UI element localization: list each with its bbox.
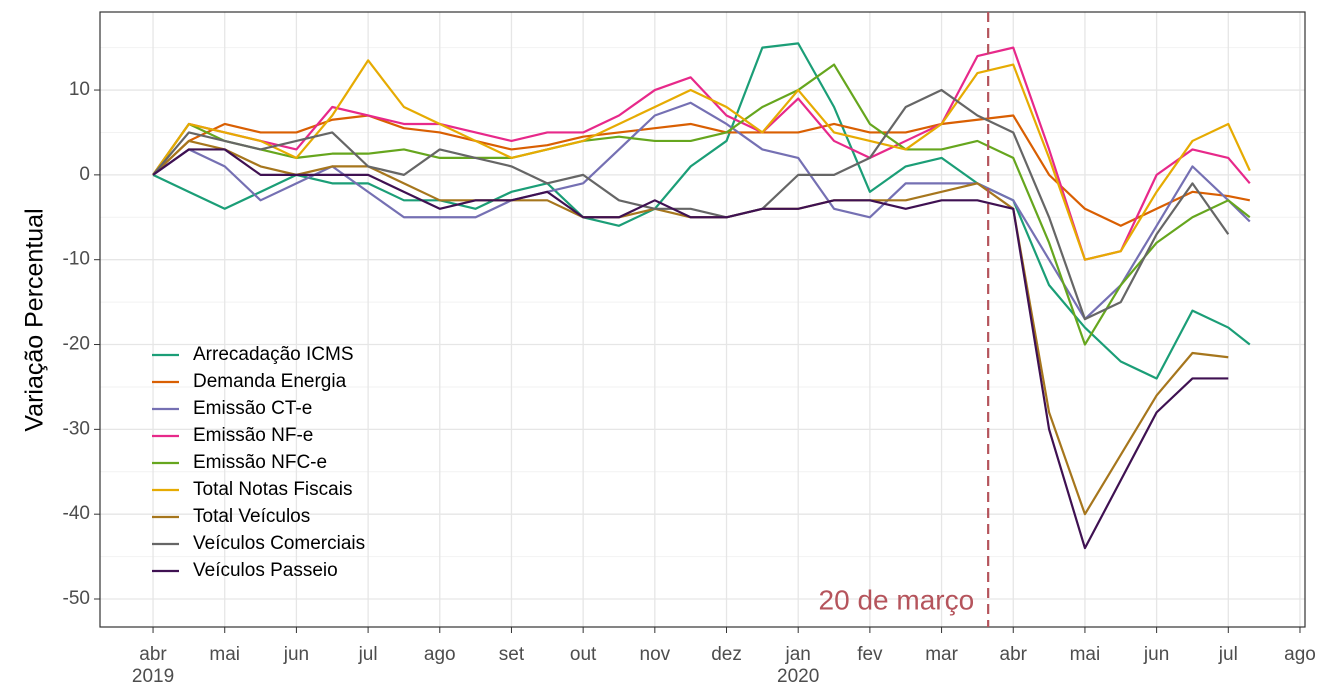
x-tick-label: set (499, 644, 525, 665)
legend: Arrecadação ICMS Demanda Energia Emissão C… (152, 344, 365, 581)
x-tick-label: nov (640, 644, 671, 665)
x-tick-label: dez (711, 644, 742, 665)
y-tick-label: 10 (69, 79, 90, 100)
legend-label: Emissão CT-e (193, 398, 312, 419)
series-line (152, 59, 1251, 261)
legend-label: Emissão NF-e (193, 425, 313, 446)
x-tick-label: jan (785, 644, 811, 665)
x-tick-label: abr (139, 644, 167, 665)
y-tick-label: -10 (63, 249, 90, 270)
legend-label: Veículos Comerciais (193, 533, 365, 554)
legend-label: Total Notas Fiscais (193, 479, 352, 500)
series-line (152, 114, 1251, 227)
x-tick-label: jul (358, 644, 378, 665)
x-tick-label: jul (1218, 644, 1238, 665)
x-tick-label: ago (1284, 644, 1316, 665)
y-tick-label: 0 (79, 164, 90, 185)
x-tick-label: mai (209, 644, 240, 665)
legend-label: Demanda Energia (193, 371, 347, 392)
x-tick-label: abr (1000, 644, 1028, 665)
y-tick-label: -30 (63, 418, 90, 439)
x-tick-label: out (570, 644, 597, 665)
series-line (152, 88, 1230, 321)
legend-label: Veículos Passeio (193, 560, 338, 581)
x-tick-label: jun (1143, 644, 1169, 665)
y-tick-label: -20 (63, 334, 90, 355)
y-tick-label: -40 (63, 503, 90, 524)
x-tick-label: jun (283, 644, 309, 665)
legend-label: Total Veículos (193, 506, 310, 527)
x-tick-label: mai (1070, 644, 1101, 665)
series-line (152, 148, 1229, 550)
series-line (152, 63, 1251, 346)
x-tick-label: ago (424, 644, 456, 665)
series-line (152, 42, 1251, 380)
annotation: 20 de março (819, 584, 975, 615)
legend-label: Emissão NFC-e (193, 452, 327, 473)
legend-label: Arrecadação ICMS (193, 344, 354, 365)
panel-border (99, 11, 1306, 628)
x-tick-label: fev (857, 644, 883, 665)
series-line (152, 101, 1251, 321)
x-tick-label: mar (925, 644, 958, 665)
y-axis-title: Variação Percentual (21, 208, 49, 431)
x-tick-year: 2019 (132, 666, 174, 687)
y-tick-label: -50 (63, 588, 90, 609)
x-tick-year: 2020 (777, 666, 819, 687)
